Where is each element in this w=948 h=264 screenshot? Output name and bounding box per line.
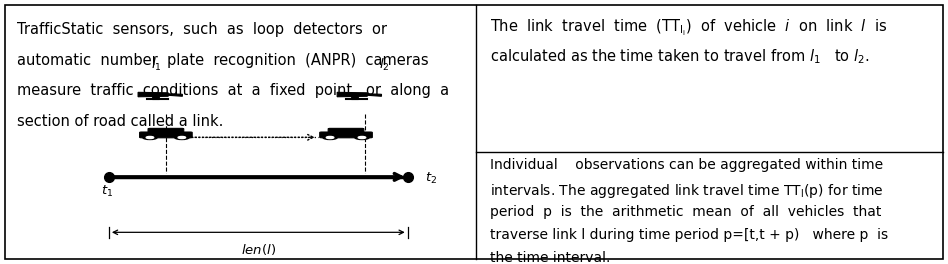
Text: period  p  is  the  arithmetic  mean  of  all  vehicles  that: period p is the arithmetic mean of all v… <box>490 205 882 219</box>
Circle shape <box>326 136 334 139</box>
Text: $\mathit{len}(l)$: $\mathit{len}(l)$ <box>241 242 276 257</box>
Circle shape <box>174 135 189 139</box>
Text: $l_2$: $l_2$ <box>378 56 390 73</box>
Text: measure  traffic  conditions  at  a  fixed  point,  or  along  a: measure traffic conditions at a fixed po… <box>17 83 449 98</box>
Polygon shape <box>352 97 358 100</box>
Polygon shape <box>367 94 381 96</box>
Circle shape <box>358 136 366 139</box>
Text: TrafficStatic  sensors,  such  as  loop  detectors  or: TrafficStatic sensors, such as loop dete… <box>17 22 387 37</box>
Circle shape <box>143 135 157 139</box>
Circle shape <box>355 135 369 139</box>
Text: intervals. The aggregated link travel time $\mathrm{TT_l(p)}$ for time: intervals. The aggregated link travel ti… <box>490 182 884 200</box>
Circle shape <box>323 135 337 139</box>
Polygon shape <box>168 94 182 96</box>
Polygon shape <box>153 97 159 100</box>
FancyBboxPatch shape <box>139 132 192 138</box>
Text: Individual    observations can be aggregated within time: Individual observations can be aggregate… <box>490 158 884 172</box>
FancyBboxPatch shape <box>319 132 373 138</box>
Polygon shape <box>337 92 367 97</box>
Circle shape <box>146 136 154 139</box>
Circle shape <box>178 136 186 139</box>
Text: $l_1$: $l_1$ <box>151 56 162 73</box>
Text: automatic  number  plate  recognition  (ANPR)  cameras: automatic number plate recognition (ANPR… <box>17 53 428 68</box>
FancyBboxPatch shape <box>328 128 364 133</box>
Text: section of road called a link.: section of road called a link. <box>17 114 224 129</box>
Text: $t_1$: $t_1$ <box>101 183 113 199</box>
FancyBboxPatch shape <box>148 128 184 133</box>
Text: calculated as the time taken to travel from $l_1$   to $l_2$.: calculated as the time taken to travel f… <box>490 48 869 66</box>
Polygon shape <box>138 92 168 97</box>
Text: the time interval.: the time interval. <box>490 251 611 264</box>
Text: The  link  travel  time  ($\mathrm{TT_{l_i}}$)  of  vehicle  $i$  on  link  $l$ : The link travel time ($\mathrm{TT_{l_i}}… <box>490 17 887 38</box>
Text: $t_2$: $t_2$ <box>425 171 437 186</box>
Text: traverse link l during time period p=[t,t + p)   where p  is: traverse link l during time period p=[t,… <box>490 228 888 242</box>
